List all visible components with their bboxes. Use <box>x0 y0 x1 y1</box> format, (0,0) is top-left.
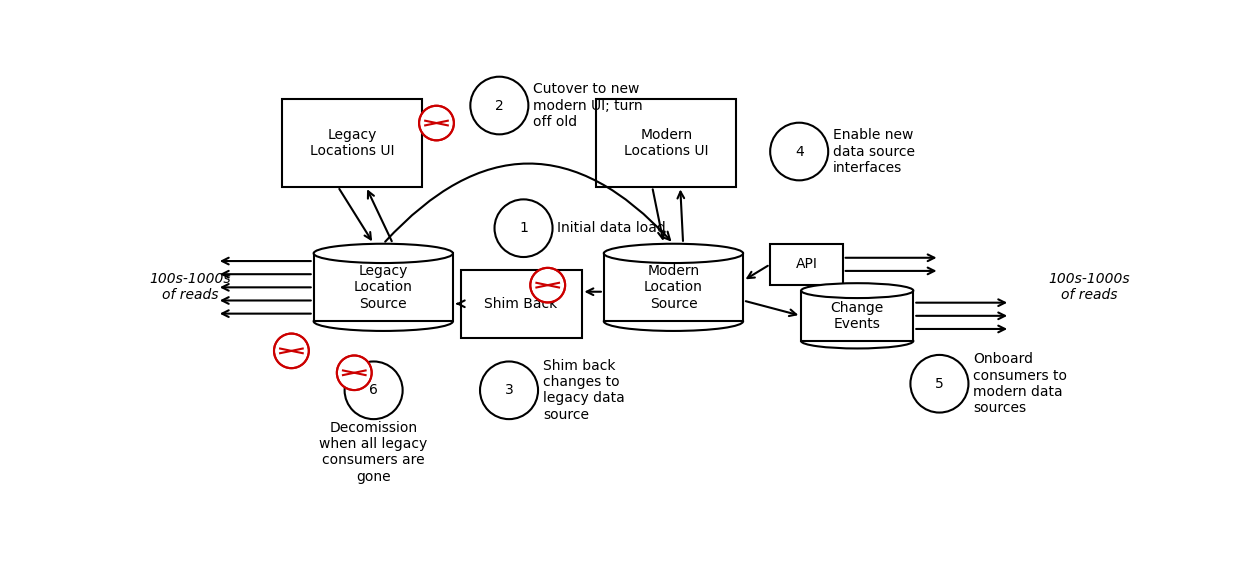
Ellipse shape <box>344 361 403 419</box>
Text: Change
Events: Change Events <box>831 301 884 331</box>
FancyBboxPatch shape <box>597 99 736 187</box>
Text: 5: 5 <box>935 377 943 391</box>
FancyBboxPatch shape <box>282 99 422 187</box>
Text: 100s-1000s
of reads: 100s-1000s of reads <box>149 272 231 303</box>
Text: Decomission
when all legacy
consumers are
gone: Decomission when all legacy consumers ar… <box>319 421 428 484</box>
Ellipse shape <box>313 312 453 331</box>
Text: API: API <box>795 257 817 271</box>
Ellipse shape <box>313 244 453 263</box>
Ellipse shape <box>494 199 553 257</box>
Text: 1: 1 <box>519 221 528 235</box>
Text: Enable new
data source
interfaces: Enable new data source interfaces <box>834 129 915 175</box>
Text: Legacy
Locations UI: Legacy Locations UI <box>310 127 394 158</box>
FancyBboxPatch shape <box>604 253 743 321</box>
Ellipse shape <box>530 268 565 303</box>
Ellipse shape <box>275 333 308 368</box>
Text: Modern
Locations UI: Modern Locations UI <box>624 127 709 158</box>
Ellipse shape <box>470 77 528 134</box>
Text: Modern
Location
Source: Modern Location Source <box>644 264 703 311</box>
Ellipse shape <box>801 283 914 298</box>
Text: 4: 4 <box>795 145 804 159</box>
Text: Shim Back: Shim Back <box>484 297 558 311</box>
Ellipse shape <box>801 333 914 348</box>
Ellipse shape <box>911 355 968 413</box>
Text: 2: 2 <box>495 98 504 113</box>
Text: Onboard
consumers to
modern data
sources: Onboard consumers to modern data sources <box>973 352 1067 415</box>
Text: 100s-1000s
of reads: 100s-1000s of reads <box>1048 272 1131 303</box>
Text: Initial data load: Initial data load <box>558 221 666 235</box>
Text: Shim back
changes to
legacy data
source: Shim back changes to legacy data source <box>543 359 625 422</box>
Ellipse shape <box>770 123 829 180</box>
FancyBboxPatch shape <box>770 244 842 285</box>
Text: 3: 3 <box>504 384 513 397</box>
Ellipse shape <box>337 356 372 390</box>
FancyArrowPatch shape <box>386 163 670 242</box>
Text: 6: 6 <box>369 384 378 397</box>
Ellipse shape <box>480 361 538 419</box>
FancyBboxPatch shape <box>313 253 453 321</box>
FancyBboxPatch shape <box>461 270 582 338</box>
Text: Legacy
Location
Source: Legacy Location Source <box>354 264 413 311</box>
Text: Cutover to new
modern UI; turn
off old: Cutover to new modern UI; turn off old <box>533 83 643 129</box>
Ellipse shape <box>604 244 743 263</box>
Ellipse shape <box>604 312 743 331</box>
FancyBboxPatch shape <box>801 291 914 341</box>
Ellipse shape <box>419 106 454 141</box>
